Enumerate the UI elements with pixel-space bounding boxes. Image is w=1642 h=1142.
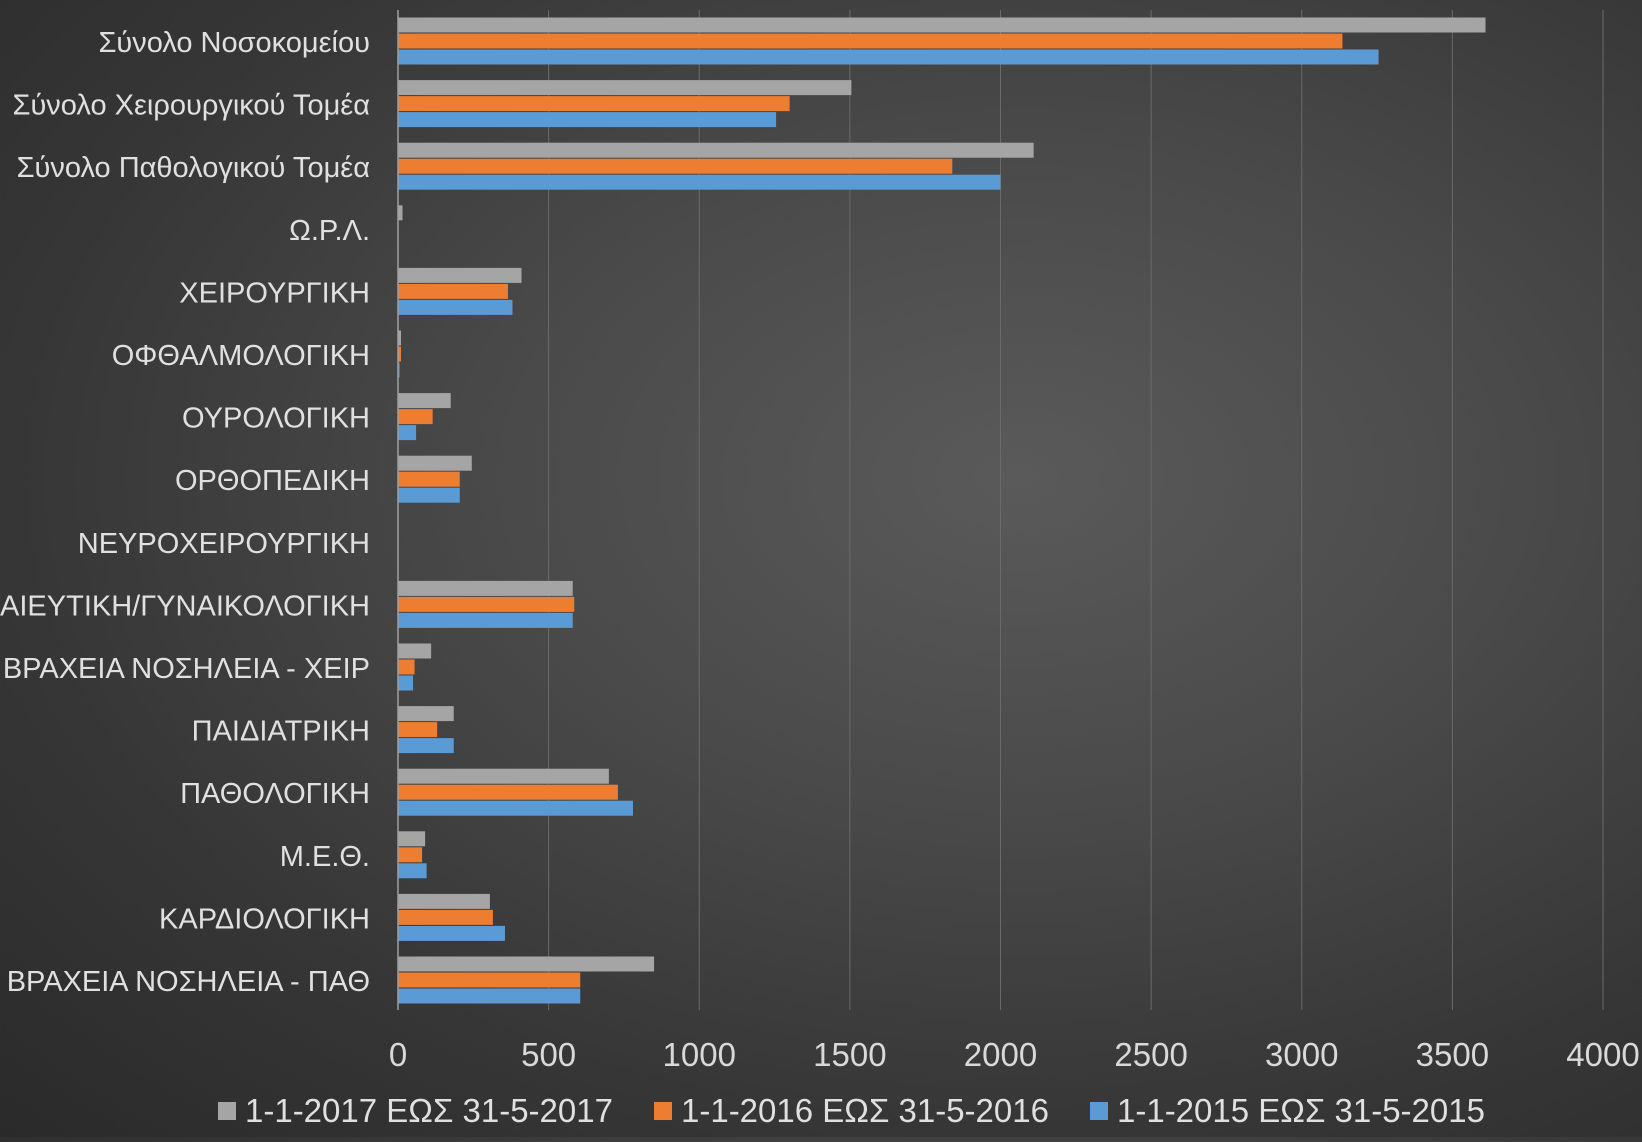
- legend-swatch-1: [654, 1102, 672, 1120]
- x-tick-label-1500: 1500: [813, 1036, 886, 1073]
- legend-label-0: 1-1-2017 ΕΩΣ 31-5-2017: [245, 1092, 613, 1129]
- bar-s2-c10: [398, 675, 414, 691]
- category-label-13: Μ.Ε.Θ.: [280, 841, 370, 873]
- category-labels: Σύνολο Νοσοκομείου Σύνολο Χειρουργικού Το…: [0, 27, 370, 998]
- bar-s1-c10: [398, 659, 415, 675]
- category-label-2: Σύνολο Παθολογικού Τομέα: [17, 152, 370, 184]
- bar-s1-c0: [398, 33, 1343, 49]
- bar-s2-c11: [398, 738, 454, 754]
- bar-s2-c6: [398, 425, 417, 441]
- bar-s0-c11: [398, 706, 454, 722]
- bar-s2-c1: [398, 112, 777, 128]
- category-label-10: ΒΡΑΧΕΙΑ ΝΟΣΗΛΕΙΑ - ΧΕΙΡ: [3, 653, 370, 685]
- bar-s0-c0: [398, 17, 1486, 33]
- category-label-9: ΜΑΙΕΥΤΙΚΗ/ΓΥΝΑΙΚΟΛΟΓΙΚΗ: [0, 590, 370, 622]
- bar-s1-c6: [398, 409, 433, 425]
- bar-s0-c3: [398, 205, 403, 221]
- bar-s2-c9: [398, 612, 573, 628]
- x-tick-label-2000: 2000: [964, 1036, 1037, 1073]
- category-label-14: ΚΑΡΔΙΟΛΟΓΙΚΗ: [159, 903, 370, 935]
- bar-s0-c14: [398, 893, 490, 909]
- legend-label-2: 1-1-2015 ΕΩΣ 31-5-2015: [1117, 1092, 1485, 1129]
- category-label-4: ΧΕΙΡΟΥΡΓΙΚΗ: [179, 277, 370, 309]
- legend-swatch-2: [1090, 1102, 1108, 1120]
- bar-s1-c13: [398, 847, 423, 863]
- x-tick-label-3000: 3000: [1265, 1036, 1338, 1073]
- category-label-0: Σύνολο Νοσοκομείου: [98, 27, 370, 59]
- x-tick-labels: 0 500 1000 1500 2000 2500 3000 3500 4000: [389, 1036, 1640, 1073]
- bar-s1-c14: [398, 909, 493, 925]
- bar-s1-c12: [398, 784, 618, 800]
- category-label-1: Σύνολο Χειρουργικού Τομέα: [13, 90, 370, 122]
- bar-s2-c0: [398, 49, 1379, 65]
- category-label-5: ΟΦΘΑΛΜΟΛΟΓΙΚΗ: [112, 340, 370, 372]
- x-tick-label-500: 500: [521, 1036, 576, 1073]
- bar-s2-c14: [398, 925, 505, 941]
- bar-s0-c6: [398, 393, 451, 409]
- bar-s0-c4: [398, 267, 522, 283]
- x-tick-label-3500: 3500: [1416, 1036, 1489, 1073]
- x-tick-label-2500: 2500: [1114, 1036, 1187, 1073]
- x-tick-label-1000: 1000: [663, 1036, 736, 1073]
- bar-s1-c2: [398, 158, 953, 174]
- bar-s0-c10: [398, 643, 432, 659]
- bar-s2-c4: [398, 299, 513, 315]
- bar-s0-c5: [398, 330, 402, 346]
- category-label-8: ΝΕΥΡΟΧΕΙΡΟΥΡΓΙΚΗ: [78, 528, 370, 560]
- bar-s1-c9: [398, 596, 575, 612]
- category-label-11: ΠΑΙΔΙΑΤΡΙΚΗ: [192, 716, 370, 748]
- bar-s1-c1: [398, 96, 790, 112]
- category-label-7: ΟΡΘΟΠΕΔΙΚΗ: [175, 465, 370, 497]
- legend: 1-1-2017 ΕΩΣ 31-5-2017 1-1-2016 ΕΩΣ 31-5-…: [218, 1092, 1485, 1129]
- bar-s0-c15: [398, 956, 655, 972]
- x-tick-label-4000: 4000: [1566, 1036, 1639, 1073]
- category-label-6: ΟΥΡΟΛΟΓΙΚΗ: [182, 403, 370, 435]
- bar-s1-c7: [398, 471, 460, 487]
- bar-s2-c2: [398, 174, 1001, 190]
- bars: [398, 17, 1486, 1004]
- category-label-12: ΠΑΘΟΛΟΓΙΚΗ: [180, 778, 370, 810]
- bar-s2-c5: [398, 362, 400, 378]
- bar-s2-c12: [398, 800, 633, 816]
- bar-s2-c7: [398, 487, 460, 503]
- bar-s0-c7: [398, 455, 472, 471]
- bar-s1-c4: [398, 283, 508, 299]
- legend-label-1: 1-1-2016 ΕΩΣ 31-5-2016: [681, 1092, 1049, 1129]
- legend-swatch-0: [218, 1102, 236, 1120]
- bar-s1-c15: [398, 972, 581, 988]
- bar-s0-c1: [398, 80, 852, 96]
- bar-s0-c2: [398, 142, 1034, 158]
- bar-s2-c15: [398, 988, 581, 1004]
- bar-s0-c9: [398, 580, 573, 596]
- category-label-3: Ω.Ρ.Λ.: [289, 215, 370, 247]
- bar-s2-c13: [398, 863, 427, 879]
- bar-s1-c5: [398, 346, 402, 362]
- x-tick-label-0: 0: [389, 1036, 407, 1073]
- bar-s1-c11: [398, 722, 438, 738]
- bar-s0-c12: [398, 768, 609, 784]
- category-label-15: ΒΡΑΧΕΙΑ ΝΟΣΗΛΕΙΑ - ΠΑΘ: [7, 966, 370, 998]
- bar-s0-c13: [398, 831, 426, 847]
